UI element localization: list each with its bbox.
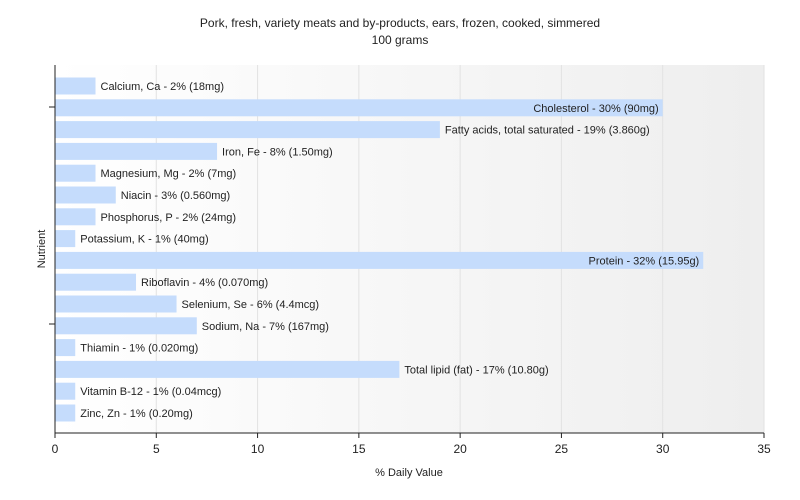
x-tick-label: 35 [757,442,771,456]
bar-label: Fatty acids, total saturated - 19% (3.86… [445,125,650,137]
bar [55,339,76,357]
x-tick-label: 10 [251,442,265,456]
bar-label: Thiamin - 1% (0.020mg) [80,343,198,355]
bar-label: Vitamin B-12 - 1% (0.04mcg) [80,386,221,398]
x-tick-label: 20 [453,442,467,456]
x-tick-label: 0 [52,442,59,456]
bar-label: Phosphorus, P - 2% (24mg) [101,212,237,224]
bar-label: Magnesium, Mg - 2% (7mg) [101,168,237,180]
x-tick-label: 5 [153,442,160,456]
bar-label: Iron, Fe - 8% (1.50mg) [222,146,333,158]
bar [55,295,177,313]
x-tick-label: 15 [352,442,366,456]
bar-label: Riboflavin - 4% (0.070mg) [141,277,268,289]
bar [55,317,197,335]
bar-label: Niacin - 3% (0.560mg) [121,190,230,202]
bar-label: Protein - 32% (15.95g) [589,255,700,267]
bar [55,251,704,269]
x-tick-label: 25 [555,442,569,456]
bar-label: Calcium, Ca - 2% (18mg) [101,81,224,93]
bar [55,230,76,248]
bar-label: Potassium, K - 1% (40mg) [80,234,208,246]
bar [55,77,96,95]
y-axis-title: Nutrient [36,230,48,269]
bar [55,273,137,291]
bar [55,208,96,226]
bar [55,382,76,400]
bar [55,360,400,378]
chart-subtitle: 100 grams [371,33,429,47]
bar-label: Cholesterol - 30% (90mg) [533,103,658,115]
bar [55,142,218,160]
bar [55,99,663,117]
x-tick-label: 30 [656,442,670,456]
bar [55,404,76,422]
bar-label: Total lipid (fat) - 17% (10.80g) [404,364,548,376]
x-axis-title: % Daily Value [375,467,443,479]
bar [55,164,96,182]
bar-label: Zinc, Zn - 1% (0.20mg) [80,408,192,420]
chart-title: Pork, fresh, variety meats and by-produc… [199,16,601,30]
bar [55,186,116,204]
bar-label: Selenium, Se - 6% (4.4mcg) [182,299,320,311]
bar [55,121,440,139]
bar-label: Sodium, Na - 7% (167mg) [202,321,329,333]
